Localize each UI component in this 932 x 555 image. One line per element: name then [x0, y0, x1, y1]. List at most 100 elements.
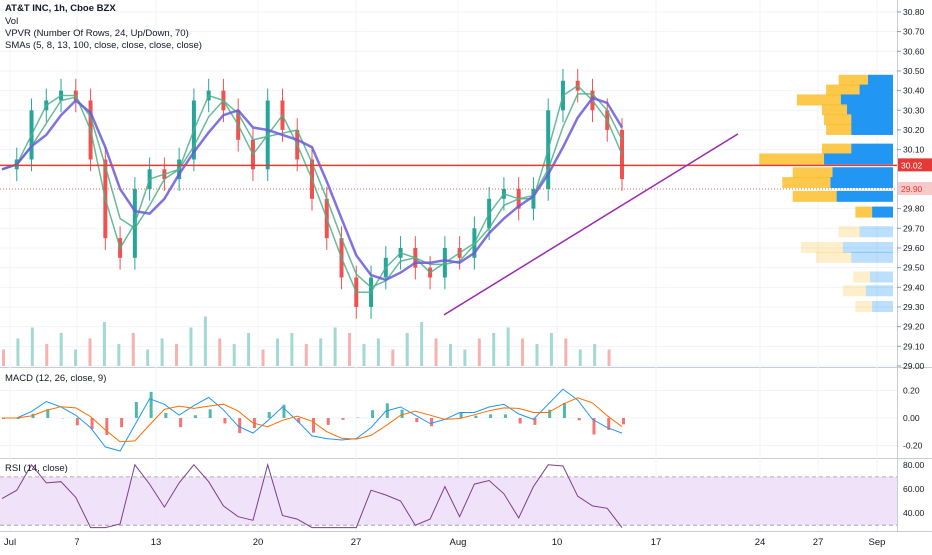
- macd-tick-label: -0.20: [903, 441, 923, 451]
- volume-bar: [204, 317, 207, 367]
- vpvr-up-bar: [851, 144, 893, 155]
- macd-histogram-bar: [563, 403, 566, 418]
- macd-histogram-bar: [135, 402, 138, 418]
- vpvr-up-bar: [843, 242, 893, 253]
- volume-bar: [579, 350, 582, 367]
- macd-histogram-bar: [150, 392, 153, 418]
- vpvr-down-bar: [782, 177, 830, 188]
- volume-bar: [535, 344, 538, 366]
- macd-histogram-bar: [519, 418, 522, 424]
- legend-macd: MACD (12, 26, close, 9): [5, 373, 106, 385]
- legend-sma: SMAs (5, 8, 13, 100, close, close, close…: [5, 40, 202, 52]
- x-tick-label: 27: [351, 537, 362, 548]
- vpvr-up-bar: [837, 191, 893, 202]
- vpvr-up-bar: [851, 114, 893, 125]
- y-tick-label: 30.10: [903, 145, 925, 155]
- volume-bar: [521, 339, 524, 367]
- macd-histogram-bar: [268, 412, 271, 418]
- macd-histogram-bar: [504, 414, 507, 418]
- y-tick-label: 29.20: [903, 322, 925, 332]
- vpvr-down-bar: [793, 191, 837, 202]
- legend-symbol: AT&T INC, 1h, Cboe BZX: [5, 3, 116, 15]
- volume-bar: [31, 328, 34, 367]
- macd-histogram-bar: [120, 418, 123, 427]
- vpvr-down-bar: [839, 226, 860, 237]
- volume-bar: [348, 333, 351, 366]
- vpvr-up-bar: [824, 153, 893, 164]
- x-tick-label: Sep: [869, 537, 886, 548]
- macd-histogram-bar: [622, 418, 625, 424]
- x-tick-label: Aug: [450, 537, 467, 548]
- macd-histogram-bar: [209, 409, 212, 418]
- volume-bar: [478, 339, 481, 367]
- macd-histogram-bar: [327, 418, 330, 425]
- x-tick-label: 7: [74, 537, 79, 548]
- volume-bar: [463, 350, 466, 367]
- macd-histogram-bar: [578, 418, 581, 420]
- rsi-tick-label: 80.00: [903, 460, 925, 470]
- vpvr-up-bar: [832, 167, 893, 178]
- vpvr-up-bar: [868, 75, 893, 86]
- volume-bar: [435, 339, 438, 367]
- y-tick-label: 30.30: [903, 105, 925, 115]
- macd-histogram-bar: [342, 418, 345, 420]
- volume-bar: [406, 333, 409, 366]
- legend-vpvr: VPVR (Number Of Rows, 24, Up/Down, 70): [5, 28, 189, 40]
- volume-bar: [593, 344, 596, 366]
- volume-bar: [334, 328, 337, 367]
- volume-bar: [492, 333, 495, 366]
- price-label-support: 30.02: [901, 160, 923, 170]
- macd-histogram-bar: [489, 414, 492, 418]
- volume-bar: [262, 350, 265, 367]
- macd-histogram-bar: [179, 418, 182, 427]
- volume-bar: [189, 328, 192, 367]
- volume-bar: [233, 344, 236, 366]
- vpvr-up-bar: [841, 94, 893, 105]
- macd-histogram-bar: [238, 418, 241, 433]
- y-tick-label: 29.30: [903, 302, 925, 312]
- vpvr-up-bar: [851, 252, 893, 263]
- x-tick-label: 20: [253, 537, 264, 548]
- macd-histogram-bar: [194, 415, 197, 418]
- volume-bar: [45, 344, 48, 366]
- y-tick-label: 30.40: [903, 86, 925, 96]
- legend-vol: Vol: [5, 16, 18, 28]
- x-tick-label: 10: [552, 537, 563, 548]
- vpvr-down-bar: [826, 85, 859, 96]
- y-tick-label: 29.50: [903, 263, 925, 273]
- x-tick-label: 27: [813, 537, 824, 548]
- vpvr-down-bar: [855, 301, 872, 312]
- vpvr-up-bar: [860, 226, 893, 237]
- volume-bar: [247, 333, 250, 366]
- vpvr-up-bar: [830, 177, 893, 188]
- y-tick-label: 30.20: [903, 125, 925, 135]
- vpvr-up-bar: [872, 207, 893, 218]
- volume-bar: [60, 333, 63, 366]
- vpvr-up-bar: [872, 301, 893, 312]
- macd-histogram-bar: [371, 410, 374, 418]
- volume-bar: [89, 339, 92, 367]
- macd-tick-label: 0.00: [903, 413, 920, 423]
- volume-bar: [564, 339, 567, 367]
- vpvr-down-bar: [797, 94, 841, 105]
- macd-histogram-bar: [223, 418, 226, 424]
- vpvr-down-bar: [822, 104, 847, 115]
- vpvr-down-bar: [759, 153, 824, 164]
- volume-bar: [507, 328, 510, 367]
- volume-bar: [420, 322, 423, 366]
- rsi-tick-label: 60.00: [903, 484, 925, 494]
- y-tick-label: 30.60: [903, 46, 925, 56]
- rsi-tick-label: 40.00: [903, 508, 925, 518]
- vpvr-down-bar: [822, 144, 851, 155]
- volume-bar: [175, 344, 178, 366]
- volume-bar: [218, 339, 221, 367]
- vpvr-up-bar: [851, 124, 893, 135]
- volume-bar: [16, 339, 19, 367]
- volume-bar: [146, 350, 149, 367]
- y-tick-label: 29.80: [903, 204, 925, 214]
- macd-histogram-bar: [76, 418, 79, 425]
- macd-histogram-bar: [282, 405, 285, 418]
- macd-histogram-bar: [430, 418, 433, 426]
